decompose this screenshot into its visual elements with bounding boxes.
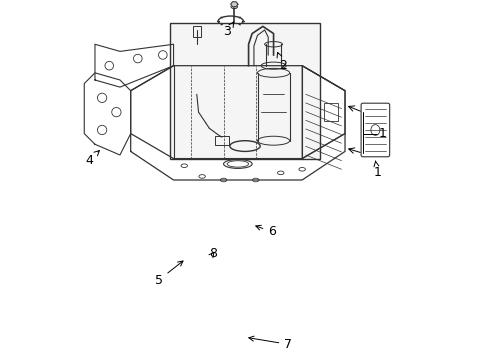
Text: 5: 5 <box>155 261 183 287</box>
Bar <box>193 26 201 37</box>
Text: 1: 1 <box>379 127 387 140</box>
Text: 2: 2 <box>277 53 287 72</box>
Bar <box>323 103 338 121</box>
Text: 7: 7 <box>249 336 293 351</box>
Text: 3: 3 <box>223 22 234 38</box>
Text: 8: 8 <box>209 247 217 260</box>
Text: 1: 1 <box>373 161 382 179</box>
Text: 4: 4 <box>85 150 99 167</box>
Bar <box>170 23 320 158</box>
Polygon shape <box>231 2 238 7</box>
Text: 6: 6 <box>256 225 276 238</box>
Bar <box>215 136 229 145</box>
